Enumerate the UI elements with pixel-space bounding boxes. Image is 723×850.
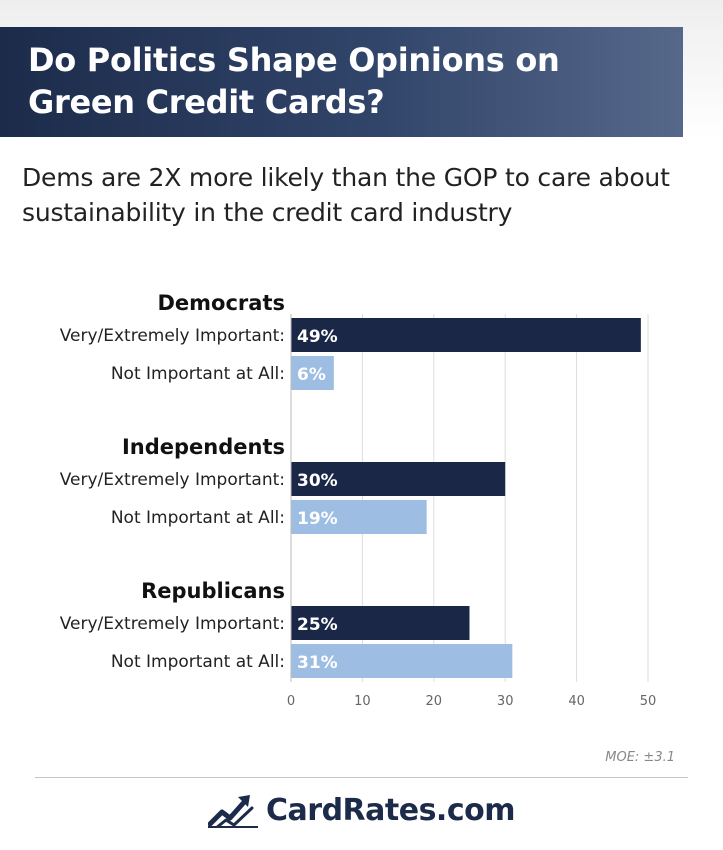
bar <box>291 462 506 496</box>
x-tick-label: 10 <box>354 694 371 709</box>
title-banner: Do Politics Shape Opinions on Green Cred… <box>0 27 683 137</box>
bar-value-label: 31% <box>297 653 338 673</box>
bar-category-label: Not Important at All: <box>111 364 285 384</box>
bar <box>291 356 334 390</box>
bar <box>291 644 513 678</box>
brand-name: CardRates.com <box>266 792 515 828</box>
bar-category-label: Not Important at All: <box>111 652 285 672</box>
page-subtitle: Dems are 2X more likely than the GOP to … <box>22 163 670 227</box>
bar-category-label: Very/Extremely Important: <box>60 470 285 490</box>
bar-category-label: Not Important at All: <box>111 508 285 528</box>
bar-value-label: 19% <box>297 509 338 529</box>
x-tick-label: 20 <box>426 694 443 709</box>
bar-value-label: 49% <box>297 327 338 347</box>
bar-value-label: 6% <box>297 365 326 385</box>
group-label: Independents <box>122 435 285 459</box>
margin-of-error: MOE: ±3.1 <box>605 750 675 765</box>
brand-footer: CardRates.com <box>0 785 723 835</box>
bar-chart: Democrats Very/Extremely Important: 49% Not… <box>60 291 657 709</box>
x-tick-label: 50 <box>640 694 657 709</box>
bar <box>291 500 427 534</box>
bar-value-label: 25% <box>297 615 338 635</box>
x-tick-label: 30 <box>497 694 514 709</box>
bar-category-label: Very/Extremely Important: <box>60 326 285 346</box>
group-label: Republicans <box>141 579 285 603</box>
bar-value-label: 30% <box>297 471 338 491</box>
bar <box>291 606 470 640</box>
bar-category-label: Very/Extremely Important: <box>60 614 285 634</box>
x-tick-label: 40 <box>568 694 585 709</box>
page-title: Do Politics Shape Opinions on Green Cred… <box>28 41 560 121</box>
trending-chart-icon <box>208 795 259 828</box>
bar <box>291 318 641 352</box>
group-label: Democrats <box>158 291 286 315</box>
x-tick-label: 0 <box>287 694 295 709</box>
footer-divider <box>35 777 688 778</box>
